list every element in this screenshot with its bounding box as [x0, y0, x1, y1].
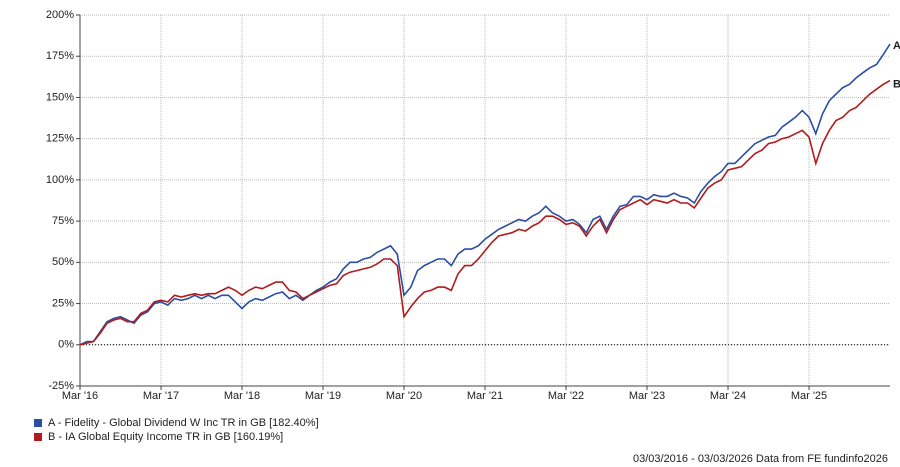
x-tick-label: Mar '24 — [710, 390, 746, 402]
legend-swatch — [34, 419, 42, 427]
x-tick-label: Mar '16 — [62, 390, 98, 402]
footer: 03/03/2016 - 03/03/2026 Data from FE fun… — [633, 453, 888, 465]
y-tick-label: 125% — [46, 133, 74, 145]
legend-swatch — [34, 433, 42, 441]
y-tick-label: 200% — [46, 9, 74, 21]
y-tick-label: 25% — [52, 297, 74, 309]
y-tick-label: 150% — [46, 91, 74, 103]
y-tick-label: 100% — [46, 174, 74, 186]
x-tick-label: Mar '20 — [386, 390, 422, 402]
legend-label: B - IA Global Equity Income TR in GB [16… — [48, 431, 283, 443]
legend-label: A - Fidelity - Global Dividend W Inc TR … — [48, 417, 319, 429]
series-line — [79, 43, 891, 346]
y-tick-label: 175% — [46, 50, 74, 62]
x-tick-label: Mar '17 — [143, 390, 179, 402]
x-tick-label: Mar '25 — [791, 390, 827, 402]
x-tick-label: Mar '21 — [467, 390, 503, 402]
end-label: B — [893, 79, 900, 91]
x-tick-label: Mar '23 — [629, 390, 665, 402]
end-label: A — [893, 40, 900, 52]
x-tick-label: Mar '18 — [224, 390, 260, 402]
y-tick-label: -25% — [48, 380, 74, 392]
y-tick-label: 75% — [52, 215, 74, 227]
y-tick-label: 50% — [52, 256, 74, 268]
series-line — [79, 79, 891, 346]
x-tick-label: Mar '19 — [305, 390, 341, 402]
x-tick-label: Mar '22 — [548, 390, 584, 402]
y-tick-label: 0% — [58, 339, 74, 351]
